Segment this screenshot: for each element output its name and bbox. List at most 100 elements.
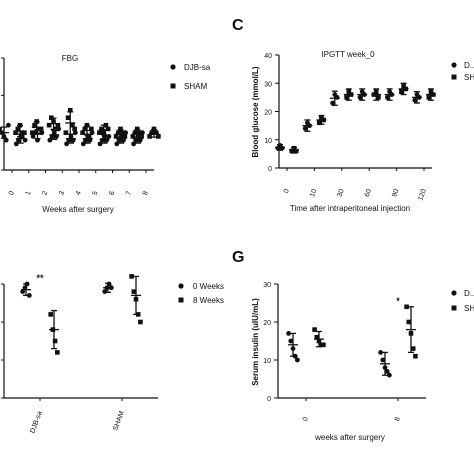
fbg-point [149, 130, 155, 135]
ipgtt-point [357, 94, 363, 100]
fbg-x-tick-label: 2 [41, 190, 49, 196]
insulin-y-tick-label: 20 [263, 320, 271, 327]
fbg-point [3, 137, 9, 143]
fbg-legend-marker-sham [170, 83, 176, 89]
ipgtt-point [426, 95, 432, 100]
fbg-point [0, 126, 2, 132]
fbg-x-tick-label: 5 [92, 190, 100, 196]
panel-week-comparison: 0 Weeks 8 Weeks DJB-sa SHAM ** [1, 273, 224, 434]
fbg-point [131, 141, 137, 147]
fbg-x-tick-label: 4 [75, 190, 83, 196]
fbg-legend-label-sham: SHAM [184, 82, 207, 91]
ipgtt-point [399, 89, 404, 95]
bar-left-point [131, 289, 137, 294]
bar-left-x-tick-label: SHAM [112, 410, 126, 432]
bar-left-legend-label-0w: 0 Weeks [193, 282, 224, 291]
fbg-point [97, 141, 103, 147]
ipgtt-x-tick-label: 0 [283, 188, 291, 194]
ipgtt-point [316, 120, 322, 126]
fbg-point [89, 126, 94, 132]
ipgtt-point [412, 97, 418, 103]
insulin-point [286, 331, 291, 336]
fbg-point [151, 126, 157, 132]
fbg-point [22, 130, 27, 135]
fbg-point [130, 134, 136, 139]
ipgtt-y-tick-label: 10 [264, 138, 272, 145]
insulin-point [295, 357, 300, 363]
bar-left-legend-marker-8w [178, 297, 184, 303]
ipgtt-point [289, 148, 295, 154]
panel-insulin: weeks after surgery Serum insulin (uIU/m… [251, 282, 474, 442]
fbg-x-tick-label: 3 [58, 190, 66, 196]
insulin-significance-mark: * [396, 296, 400, 306]
ipgtt-title: IPGTT week_0 [321, 50, 375, 59]
ipgtt-x-tick-label: 10 [309, 188, 318, 198]
fbg-point [67, 107, 73, 113]
bar-left-point [20, 289, 26, 294]
fbg-point [13, 130, 18, 135]
fbg-point [38, 126, 44, 132]
fbg-point [80, 130, 85, 135]
fbg-x-tick-label: 1 [25, 190, 33, 196]
fbg-point [89, 130, 95, 136]
insulin-point [410, 346, 416, 351]
fbg-point [13, 141, 19, 147]
fbg-point [106, 134, 112, 139]
insulin-x-tick-label: 8 [394, 416, 402, 422]
fbg-point [147, 134, 152, 139]
bar-left-legend-marker-0w [178, 283, 184, 289]
insulin-point [312, 327, 317, 332]
insulin-legend-label-sham: SH [464, 304, 474, 313]
ipgtt-y-tick-label: 30 [264, 81, 272, 88]
fbg-title: FBG [62, 54, 78, 63]
insulin-point [288, 338, 294, 344]
fbg-point [63, 130, 69, 135]
bar-left-point [138, 319, 143, 325]
fbg-point [47, 137, 53, 143]
insulin-point [406, 319, 412, 325]
fbg-point [139, 134, 144, 139]
ipgtt-point [385, 94, 390, 100]
bar-left-point [129, 274, 134, 279]
ipgtt-legend-label-djb: D... [464, 61, 474, 70]
fbg-x-tick-label: 7 [125, 190, 133, 196]
fbg-x-tick-label: 0 [8, 190, 16, 196]
ipgtt-legend-label-sham: SH [464, 73, 474, 82]
fbg-point [82, 126, 88, 132]
fbg-point [86, 134, 92, 139]
fbg-point [55, 122, 61, 128]
ipgtt-point [293, 148, 299, 154]
ipgtt-legend-marker-sham [451, 74, 457, 80]
fbg-point [30, 130, 35, 135]
fbg-point [15, 126, 21, 132]
bar-left-point [26, 293, 32, 298]
insulin-legend-label-djb: D... [464, 289, 474, 298]
bar-left-significance-mark: ** [36, 273, 44, 283]
fbg-point [5, 122, 11, 128]
insulin-x-tick-label: 0 [302, 416, 310, 422]
fbg-point [134, 126, 140, 132]
bar-left-x-tick-label: DJB-sa [29, 410, 43, 434]
ipgtt-point [330, 100, 335, 106]
insulin-point [404, 304, 409, 310]
ipgtt-x-tick-label: 90 [391, 188, 400, 198]
fbg-x-tick-label: 8 [142, 190, 150, 196]
ipgtt-y-tick-label: 20 [264, 110, 272, 117]
fbg-point [153, 130, 159, 135]
fbg-point [120, 130, 125, 135]
ipgtt-x-tick-label: 120 [417, 188, 428, 201]
insulin-y-tick-label: 30 [263, 282, 271, 289]
fbg-point [84, 122, 90, 128]
fbg-x-tick-label: 6 [108, 190, 116, 196]
fbg-point [72, 126, 77, 132]
insulin-point [321, 342, 326, 348]
fbg-point [114, 141, 120, 147]
fbg-point [73, 130, 78, 136]
ipgtt-point [376, 95, 381, 100]
panel-ipgtt: IPGTT week_0 Time after intraperitoneal … [251, 50, 474, 213]
ipgtt-point [344, 95, 349, 100]
bar-left-legend: 0 Weeks 8 Weeks [178, 282, 224, 305]
bar-left-point [55, 350, 60, 355]
ipgtt-legend: D... SH [451, 61, 474, 82]
fbg-point [99, 126, 104, 132]
